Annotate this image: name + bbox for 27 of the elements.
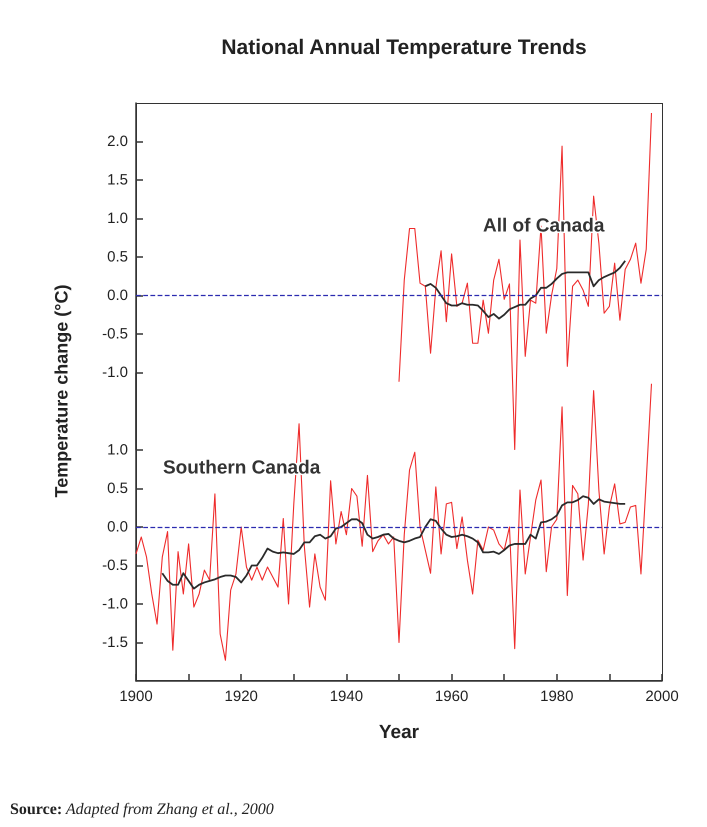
y-axis-title: Temperature change (°C) (52, 284, 72, 498)
y-tick-label: -0.5 (102, 326, 128, 342)
y-tick-label: -0.5 (102, 557, 128, 574)
x-tick-label: 1920 (224, 688, 258, 705)
chart-title: National Annual Temperature Trends (221, 36, 587, 59)
y-tick-label: -1.5 (102, 634, 128, 651)
y-tick-label: -1.0 (102, 364, 128, 381)
x-axis-title: Year (378, 722, 420, 743)
y-tick-label: 1.0 (107, 210, 128, 227)
x-tick-label: 1900 (119, 688, 153, 705)
line-series (398, 112, 652, 450)
x-tick-label: 2000 (645, 688, 679, 705)
y-tick-label: -1.0 (102, 596, 128, 612)
line-series (161, 495, 626, 590)
y-tick-label: 1.0 (107, 442, 128, 458)
source-note: Source: Adapted from Zhang et al., 2000 (10, 801, 274, 818)
x-tick-label: 1980 (540, 688, 574, 705)
line-series (135, 383, 652, 661)
x-tick-label: 1960 (434, 688, 468, 705)
y-tick-label: 0.0 (107, 518, 128, 536)
y-tick-label: 0.5 (107, 248, 128, 266)
y-tick-label: 0.0 (107, 287, 128, 304)
y-tick-label: 2.0 (107, 133, 128, 150)
x-tick-label: 1940 (330, 688, 364, 705)
y-tick-label: 0.5 (107, 480, 128, 497)
line-series (424, 260, 626, 320)
y-tick-label: 1.5 (107, 172, 128, 188)
